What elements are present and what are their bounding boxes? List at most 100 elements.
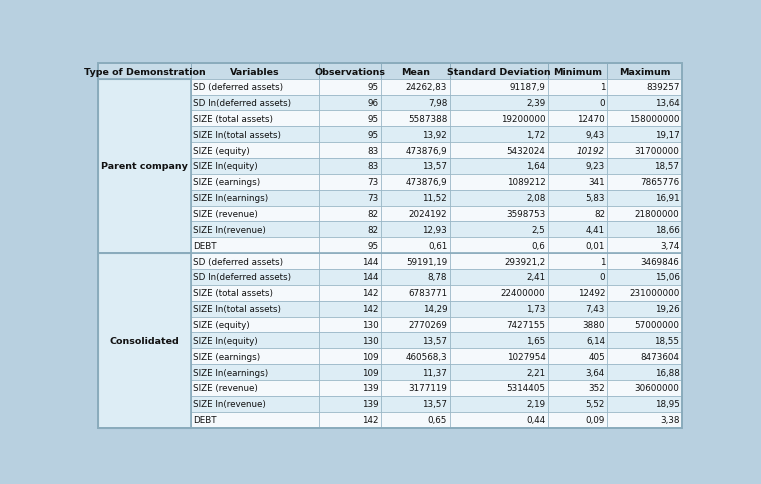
Bar (450, 396, 548, 412)
Text: 5432024: 5432024 (507, 146, 546, 155)
Bar (607, 79, 682, 95)
Bar (548, 412, 607, 428)
Bar (607, 222, 682, 238)
Text: 460568,3: 460568,3 (406, 352, 447, 361)
Text: 3469846: 3469846 (641, 257, 680, 266)
Text: 352: 352 (588, 384, 605, 393)
Text: 95: 95 (368, 115, 379, 123)
Text: SD ln(deferred assets): SD ln(deferred assets) (193, 273, 291, 282)
Text: SIZE (revenue): SIZE (revenue) (193, 384, 258, 393)
Text: Parent company: Parent company (101, 162, 188, 171)
Bar (450, 317, 548, 333)
Text: 2024192: 2024192 (409, 210, 447, 219)
Bar (548, 95, 607, 111)
Text: Mean: Mean (401, 67, 430, 76)
Bar (548, 301, 607, 317)
Text: 18,95: 18,95 (654, 399, 680, 408)
Text: 109: 109 (362, 368, 379, 377)
Text: 15,06: 15,06 (654, 273, 680, 282)
Bar (381, 333, 450, 348)
Bar (319, 333, 381, 348)
Bar (319, 270, 381, 285)
Text: SD (deferred assets): SD (deferred assets) (193, 257, 283, 266)
Bar (381, 285, 450, 301)
Text: 19,26: 19,26 (655, 304, 680, 314)
Text: 12,93: 12,93 (422, 226, 447, 234)
Text: Maximum: Maximum (619, 67, 670, 76)
Text: 18,57: 18,57 (654, 162, 680, 171)
Bar (607, 254, 682, 270)
Bar (450, 159, 548, 175)
Text: 473876,9: 473876,9 (406, 178, 447, 187)
Text: 31700000: 31700000 (635, 146, 680, 155)
Text: SIZE (total assets): SIZE (total assets) (193, 115, 273, 123)
Bar (319, 396, 381, 412)
Bar (319, 254, 381, 270)
Bar (319, 285, 381, 301)
Bar (190, 364, 319, 380)
Bar (548, 254, 607, 270)
Text: 0,44: 0,44 (527, 415, 546, 424)
Bar (190, 396, 319, 412)
Bar (450, 380, 548, 396)
Bar (548, 175, 607, 190)
Bar (319, 190, 381, 206)
Bar (381, 64, 450, 79)
Bar (190, 348, 319, 364)
Text: 24262,83: 24262,83 (406, 83, 447, 92)
Text: 839257: 839257 (646, 83, 680, 92)
Bar (607, 364, 682, 380)
Text: 158000000: 158000000 (629, 115, 680, 123)
Text: 6783771: 6783771 (408, 289, 447, 298)
Text: 16,91: 16,91 (655, 194, 680, 203)
Text: 57000000: 57000000 (635, 320, 680, 329)
Text: 5,52: 5,52 (586, 399, 605, 408)
Text: 7427155: 7427155 (507, 320, 546, 329)
Text: 73: 73 (368, 194, 379, 203)
Text: 2,21: 2,21 (527, 368, 546, 377)
Bar (381, 254, 450, 270)
Bar (450, 301, 548, 317)
Text: DEBT: DEBT (193, 415, 216, 424)
Bar (548, 79, 607, 95)
Bar (548, 127, 607, 143)
Text: 18,55: 18,55 (654, 336, 680, 345)
Text: 130: 130 (362, 320, 379, 329)
Text: 1,72: 1,72 (527, 131, 546, 139)
Text: 2,08: 2,08 (526, 194, 546, 203)
Bar (450, 254, 548, 270)
Text: 3,74: 3,74 (660, 241, 680, 250)
Text: DEBT: DEBT (193, 241, 216, 250)
Text: 10192: 10192 (577, 146, 605, 155)
Bar (190, 127, 319, 143)
Bar (607, 380, 682, 396)
Text: 91187,9: 91187,9 (510, 83, 546, 92)
Bar (450, 412, 548, 428)
Text: 1: 1 (600, 257, 605, 266)
Bar (190, 64, 319, 79)
Text: 19200000: 19200000 (501, 115, 546, 123)
Text: 5314405: 5314405 (507, 384, 546, 393)
Text: 3177119: 3177119 (409, 384, 447, 393)
Bar (381, 380, 450, 396)
Bar (450, 190, 548, 206)
Bar (190, 285, 319, 301)
Bar (548, 270, 607, 285)
Bar (607, 238, 682, 254)
Text: 82: 82 (368, 226, 379, 234)
Text: SIZE (revenue): SIZE (revenue) (193, 210, 258, 219)
Text: 95: 95 (368, 131, 379, 139)
Text: 13,64: 13,64 (654, 99, 680, 108)
Bar (190, 238, 319, 254)
Bar (319, 301, 381, 317)
Bar (607, 95, 682, 111)
Bar (381, 143, 450, 159)
Bar (607, 348, 682, 364)
Bar (607, 270, 682, 285)
Text: 2,5: 2,5 (532, 226, 546, 234)
Text: 11,37: 11,37 (422, 368, 447, 377)
Text: 2,41: 2,41 (527, 273, 546, 282)
Text: 21800000: 21800000 (635, 210, 680, 219)
Bar (190, 190, 319, 206)
Text: 2,39: 2,39 (527, 99, 546, 108)
